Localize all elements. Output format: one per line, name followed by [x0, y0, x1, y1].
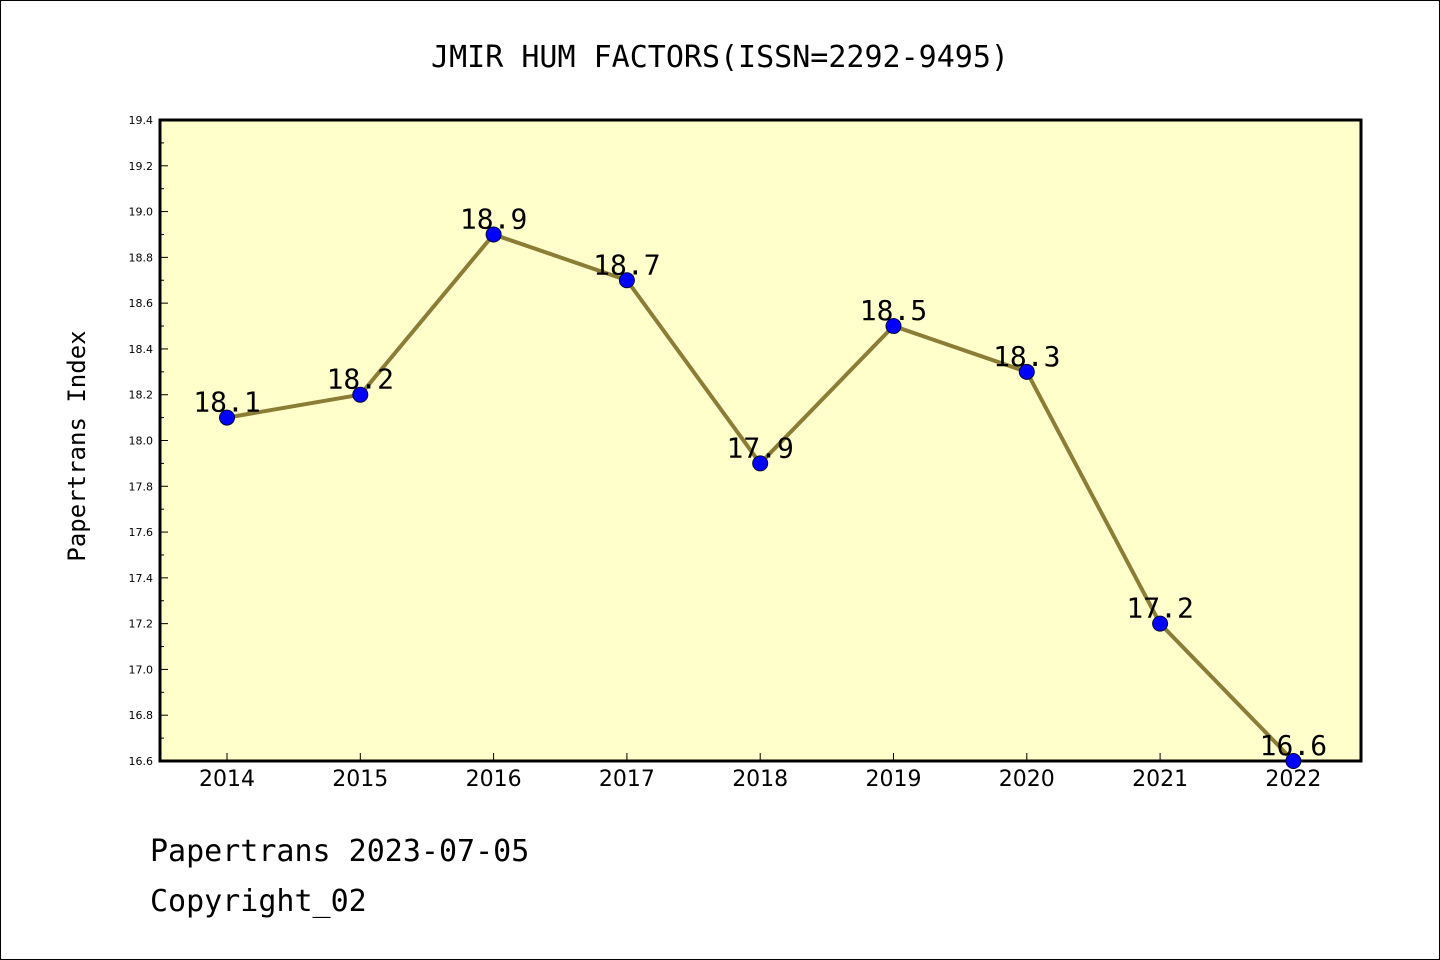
data-label: 18.7	[593, 248, 660, 281]
y-tick-label: 18.6	[129, 297, 154, 310]
footer-copyright: Copyright_02	[150, 884, 367, 919]
data-label: 18.1	[193, 386, 260, 419]
data-label: 17.9	[726, 431, 793, 464]
y-axis-label: Papertrans Index	[63, 330, 91, 561]
y-tick-label: 19.0	[129, 206, 154, 219]
y-axis-ticks: 16.6 16.8 17.0 17.2 17.4 17.6 17.8 18.0 18.2 18.4…	[129, 114, 168, 768]
y-tick-label: 18.0	[129, 435, 154, 448]
data-markers	[219, 226, 1302, 769]
data-point	[752, 455, 769, 472]
y-tick-label: 17.0	[129, 663, 154, 676]
data-point	[352, 386, 369, 403]
x-tick-label: 2022	[1265, 767, 1321, 792]
x-tick-label: 2017	[599, 767, 655, 792]
y-tick-label: 18.4	[129, 343, 154, 356]
data-point	[885, 318, 902, 335]
footer-date: Papertrans 2023-07-05	[150, 834, 530, 869]
x-tick-label: 2019	[866, 767, 922, 792]
y-tick-label: 17.2	[129, 618, 154, 631]
y-tick-label: 17.6	[129, 526, 154, 539]
x-tick-label: 2021	[1132, 767, 1188, 792]
y-tick-label: 17.4	[129, 572, 154, 585]
data-point	[219, 409, 235, 426]
y-tick-label: 19.2	[129, 160, 154, 173]
data-point	[1152, 615, 1169, 632]
data-point	[485, 226, 502, 243]
x-tick-label: 2015	[332, 767, 388, 792]
data-label: 18.3	[993, 340, 1060, 373]
y-tick-label: 19.4	[129, 114, 154, 127]
data-point	[1285, 753, 1302, 769]
data-point	[618, 272, 635, 289]
y-tick-label: 17.8	[129, 480, 154, 493]
y-tick-label: 18.8	[129, 251, 154, 264]
data-label: 18.9	[460, 202, 527, 235]
data-label: 18.5	[860, 294, 927, 327]
data-point	[1018, 363, 1035, 380]
data-label: 17.2	[1126, 592, 1193, 625]
data-label: 16.6	[1260, 729, 1327, 762]
y-tick-label: 16.6	[129, 755, 154, 768]
x-axis-ticks: 2014 2015 2016 2017 2018 2019 2020 2021 2022	[199, 753, 1321, 792]
data-labels: 18.1 18.2 18.9 18.7 17.9 18.5 18.3 17.2 16.6	[193, 202, 1327, 762]
chart-title: JMIR HUM FACTORS(ISSN=2292-9495)	[431, 40, 1009, 75]
x-tick-label: 2014	[199, 767, 255, 792]
y-tick-label: 16.8	[129, 709, 154, 722]
y-tick-label: 18.2	[129, 389, 154, 402]
data-label: 18.2	[327, 363, 394, 396]
x-tick-label: 2020	[999, 767, 1055, 792]
x-tick-label: 2016	[466, 767, 522, 792]
x-tick-label: 2018	[732, 767, 788, 792]
plot-area	[158, 118, 1363, 763]
